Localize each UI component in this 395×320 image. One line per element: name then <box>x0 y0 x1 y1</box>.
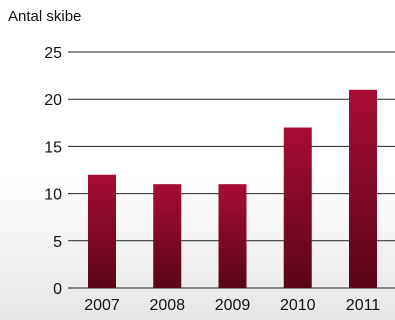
bar-2007 <box>88 174 116 288</box>
y-tick-label: 20 <box>44 92 62 109</box>
x-tick-label-2007: 2007 <box>84 297 120 314</box>
x-tick-label-2009: 2009 <box>215 297 251 314</box>
y-tick-label: 0 <box>53 281 62 298</box>
y-tick-label: 10 <box>44 187 62 204</box>
y-tick-label: 15 <box>44 139 62 156</box>
bar-2010 <box>283 127 312 289</box>
y-tick-labels: 0 5 10 15 20 25 <box>44 45 62 298</box>
x-tick-label-2010: 2010 <box>280 297 316 314</box>
y-tick-label: 5 <box>53 234 62 251</box>
x-tick-label-2008: 2008 <box>149 297 185 314</box>
y-axis-label: Antal skibe <box>8 8 82 25</box>
bars <box>88 89 377 289</box>
bar-2009 <box>218 184 247 288</box>
x-tick-labels: 2007 2008 2009 2010 2011 <box>84 297 380 314</box>
x-tick-label-2011: 2011 <box>346 297 381 314</box>
y-tick-label: 25 <box>44 45 62 62</box>
bar-2008 <box>153 184 182 288</box>
bar-2011 <box>349 89 377 288</box>
